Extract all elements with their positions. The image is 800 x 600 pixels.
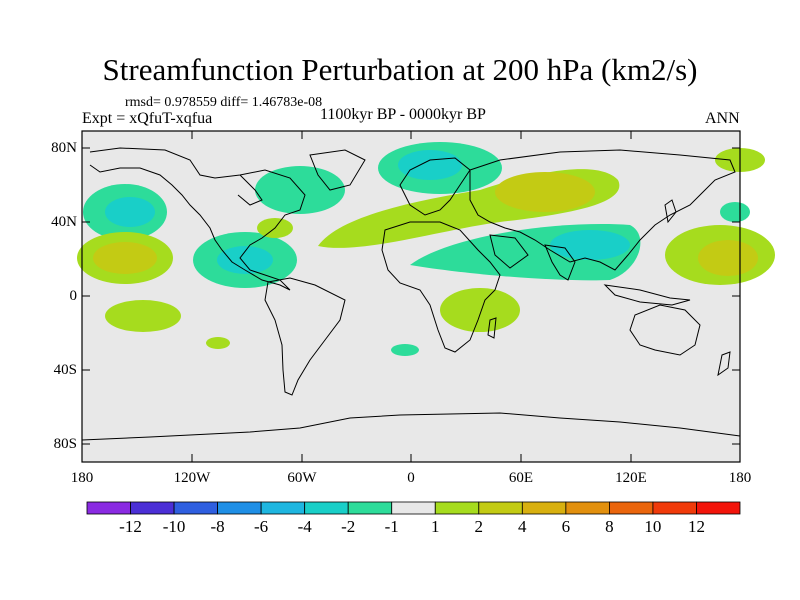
lat-label: 40N [51,214,77,230]
colorbar-label: 10 [644,517,662,536]
colorbar-label: 8 [605,517,614,536]
contour-region [495,172,595,212]
season-text: ANN [705,110,740,127]
period-text: 1100kyr BP - 0000kyr BP [320,106,486,123]
lat-label: 0 [69,288,78,304]
colorbar-label: -8 [210,517,225,536]
experiment-text: Expt = xQfuT-xqfua [82,110,213,127]
colorbar-swatch [260,501,306,515]
coastlines [81,147,741,441]
colorbar-swatch [217,501,262,515]
colorbar-label: -2 [341,517,356,536]
contour-region [720,202,750,222]
colorbar-label: 6 [561,517,571,536]
lon-label: 180 [70,470,94,486]
contour-region [698,240,758,276]
colorbar-swatch [696,501,741,515]
contour-region [105,300,181,332]
coastline-new-zealand [717,351,731,377]
colorbar-label: 12 [688,517,705,536]
colorbar-label: -6 [254,517,269,536]
lon-label: 120W [173,470,211,486]
colorbar-swatch [609,501,654,515]
lon-label: 60E [508,470,534,486]
lat-label: 40S [53,362,77,378]
colorbar-swatch [130,501,175,515]
coastline-australia [629,304,701,356]
coastline-madagascar [487,317,497,339]
colorbar-label: 2 [474,517,484,536]
colorbar-swatch [347,501,393,515]
map-panel [77,130,775,463]
coastline-india [544,244,576,281]
lat-label: 80N [51,140,77,156]
contour-region [398,150,462,180]
contour-region [440,288,520,332]
coastline-greenland [309,149,366,191]
coastline-hudson-bay [237,174,263,206]
stats-text: rmsd= 0.978559 diff= 1.46783e-08 [125,95,323,110]
colorbar-swatch [565,501,610,515]
lon-label: 0 [407,470,415,486]
coastline-north-america [89,147,306,291]
colorbar-label: -4 [297,517,312,536]
colorbar-label: -12 [119,517,142,536]
contour-region [93,242,157,274]
coastline-arabia [489,234,529,269]
coastline-japan [664,199,677,224]
coastline-africa [381,221,501,353]
coastline-asia [469,149,736,271]
colorbar-swatch [521,501,567,515]
lat-label: 80S [53,436,77,452]
axis-ticks [82,131,740,462]
colorbar-swatch [304,501,349,515]
contour-region [217,246,273,274]
colorbar-label: 4 [518,517,527,536]
colorbar [86,501,741,515]
coastline-south-america [264,277,346,396]
colorbar-label: 1 [431,517,440,536]
coastline-europe [399,157,471,216]
colorbar-swatch [478,501,523,515]
plot-title: Streamfunction Perturbation at 200 hPa (… [102,52,698,87]
colorbar-swatch [434,501,480,515]
contour-region [206,337,230,349]
lon-label: 120E [615,470,647,486]
colorbar-swatch [391,501,436,515]
colorbar-swatch [652,501,697,515]
colorbar-label: -1 [384,517,399,536]
colorbar-swatch [173,501,219,515]
lon-label: 180 [728,470,752,486]
lon-label: 60W [287,470,317,486]
colorbar-swatch [86,501,131,515]
coastline-antarctica [81,412,741,441]
contour-region [550,230,630,260]
contour-region [391,344,419,356]
contour-fills [77,142,775,356]
coastline-indonesia [603,284,691,306]
colorbar-label: -10 [162,517,186,536]
contour-region [105,197,155,227]
